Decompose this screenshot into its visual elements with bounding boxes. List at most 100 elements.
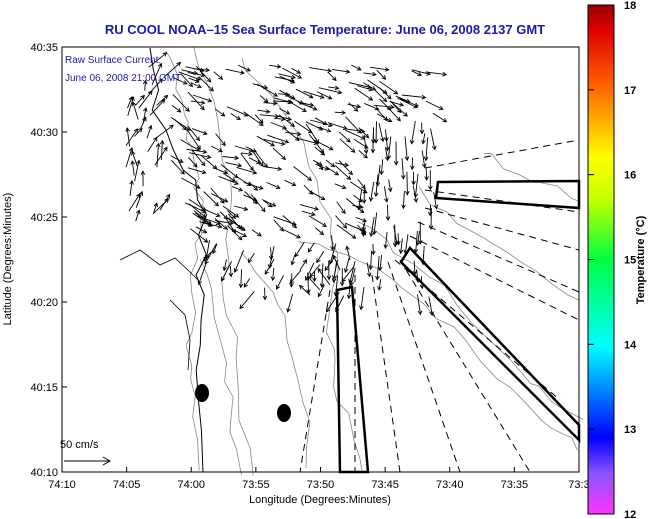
current-vector xyxy=(133,127,143,137)
current-vector xyxy=(285,131,302,137)
current-vector xyxy=(180,73,194,88)
current-vector xyxy=(289,101,307,112)
current-vector xyxy=(170,117,191,131)
current-vector xyxy=(273,216,297,226)
current-vector xyxy=(377,279,382,291)
current-vector xyxy=(222,155,240,161)
current-vector xyxy=(379,159,384,176)
current-vector xyxy=(289,273,294,288)
current-vector xyxy=(125,147,134,168)
current-vector xyxy=(301,102,315,108)
current-vector xyxy=(428,170,433,191)
current-vector xyxy=(142,107,148,123)
current-vector xyxy=(273,219,284,232)
current-vector xyxy=(247,253,255,264)
current-vector xyxy=(375,164,381,187)
current-vector xyxy=(291,68,302,74)
map-area xyxy=(61,46,584,476)
depth-contour xyxy=(418,186,579,301)
current-vector xyxy=(393,141,399,166)
current-vector xyxy=(220,164,239,179)
current-vector xyxy=(267,134,290,144)
current-vector xyxy=(326,260,332,281)
current-vector xyxy=(412,185,419,203)
current-vector xyxy=(140,170,146,187)
current-vector xyxy=(189,152,212,160)
current-vector xyxy=(214,108,226,117)
current-vector xyxy=(140,116,147,129)
current-vector xyxy=(317,268,331,286)
coastline xyxy=(119,47,208,473)
current-vector xyxy=(286,293,294,313)
inlet-path xyxy=(119,249,199,281)
colorbar-tick-label: 13 xyxy=(624,424,636,436)
current-vector xyxy=(254,114,264,124)
current-vector xyxy=(348,102,359,112)
current-vector xyxy=(373,174,379,198)
current-vector xyxy=(433,192,439,210)
current-vector xyxy=(233,249,245,273)
beam-line xyxy=(424,139,580,169)
current-vector xyxy=(368,251,374,271)
colorbar-tick-label: 16 xyxy=(624,170,636,182)
current-vector xyxy=(210,187,225,204)
current-vector xyxy=(344,222,367,233)
current-vector xyxy=(364,102,380,111)
current-vector xyxy=(223,214,236,234)
current-vector xyxy=(307,275,321,291)
current-vector xyxy=(148,52,168,68)
current-vector xyxy=(142,79,148,91)
current-vector xyxy=(203,208,221,217)
current-vector xyxy=(272,147,286,161)
current-vector xyxy=(263,138,286,146)
current-vector xyxy=(282,215,298,229)
current-vector xyxy=(210,145,223,153)
current-vector xyxy=(334,110,347,115)
current-vector xyxy=(251,148,264,167)
current-vector xyxy=(419,122,425,135)
y-tick-label: 40:15 xyxy=(30,382,58,394)
current-vector xyxy=(396,233,401,246)
current-vector xyxy=(428,207,434,230)
current-vector xyxy=(256,83,278,97)
scale-arrow xyxy=(64,456,112,466)
current-vector xyxy=(228,265,234,278)
x-axis-ticks: 74:10 74:05 74:00 73:55 73:50 73:45 73:40 73:35… xyxy=(48,467,590,491)
current-vector xyxy=(171,105,182,113)
colorbar-ticks: 12 13 14 15 16 17 18 xyxy=(588,0,637,519)
current-vector xyxy=(235,175,252,187)
current-vector xyxy=(369,217,375,238)
current-vector xyxy=(424,166,429,181)
current-vector xyxy=(299,259,308,271)
current-vector xyxy=(316,91,333,100)
current-vector xyxy=(240,153,254,172)
current-vector xyxy=(238,269,244,289)
current-vector xyxy=(305,262,315,281)
current-vector xyxy=(201,221,223,229)
current-vector xyxy=(332,254,341,271)
current-vector xyxy=(255,152,268,169)
depth-contour xyxy=(297,241,578,451)
current-vector xyxy=(317,126,332,133)
current-vector xyxy=(327,122,348,130)
current-vector xyxy=(353,138,369,149)
current-vector xyxy=(379,81,399,95)
current-vector xyxy=(172,94,190,112)
current-vector xyxy=(415,231,421,246)
current-vector xyxy=(285,94,305,105)
current-vector xyxy=(333,275,339,297)
y-tick-label: 40:10 xyxy=(30,467,58,479)
current-vector xyxy=(163,61,182,78)
current-vector xyxy=(316,251,325,264)
current-vector xyxy=(262,199,273,208)
x-tick-label: 74:05 xyxy=(113,479,141,491)
current-vector xyxy=(127,96,133,109)
depth-contour xyxy=(241,251,311,469)
current-vector xyxy=(351,64,362,71)
current-vector xyxy=(191,128,208,136)
current-vector xyxy=(345,245,351,261)
current-vector xyxy=(236,166,258,175)
beam-line xyxy=(371,274,401,473)
x-tick-label: 74:00 xyxy=(177,479,205,491)
